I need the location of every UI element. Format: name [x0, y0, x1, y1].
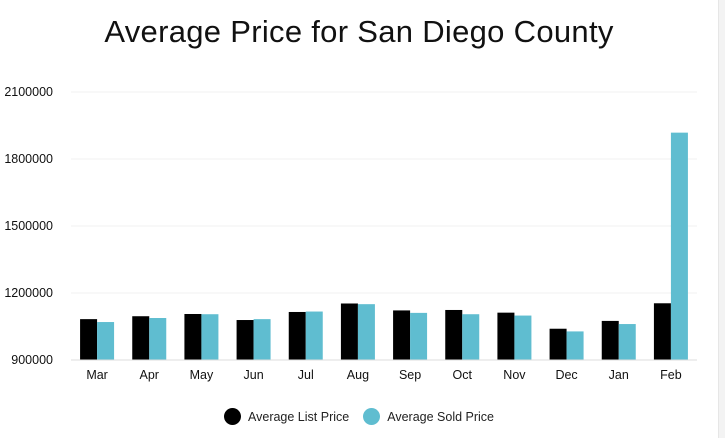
- legend-item-list-price[interactable]: Average List Price: [224, 408, 349, 425]
- legend-swatch-list-price: [224, 408, 241, 425]
- bar-sold-price[interactable]: [410, 312, 428, 360]
- x-tick-label: Jan: [609, 368, 629, 382]
- x-tick-label: Nov: [503, 368, 526, 382]
- x-tick-label: Sep: [399, 368, 421, 382]
- x-tick-label: Oct: [453, 368, 473, 382]
- bar-sold-price[interactable]: [201, 314, 219, 360]
- bar-list-price[interactable]: [393, 310, 411, 360]
- bar-list-price[interactable]: [80, 319, 98, 360]
- bar-sold-price[interactable]: [566, 331, 584, 360]
- right-frame-edge: [718, 0, 725, 438]
- y-tick-label: 1200000: [4, 286, 53, 300]
- bar-sold-price[interactable]: [305, 311, 323, 360]
- bar-list-price[interactable]: [549, 328, 567, 360]
- bar-list-price[interactable]: [236, 320, 254, 360]
- bar-sold-price[interactable]: [149, 318, 167, 360]
- legend-swatch-sold-price: [363, 408, 381, 425]
- bar-list-price[interactable]: [288, 311, 306, 360]
- bar-sold-price[interactable]: [670, 132, 688, 360]
- x-tick-label: Mar: [86, 368, 108, 382]
- legend-label-list-price: Average List Price: [248, 409, 350, 424]
- bar-list-price[interactable]: [445, 309, 463, 360]
- bar-list-price[interactable]: [184, 313, 202, 360]
- bar-sold-price[interactable]: [97, 322, 115, 360]
- bar-list-price[interactable]: [497, 312, 515, 360]
- bar-sold-price[interactable]: [253, 319, 271, 360]
- bar-sold-price[interactable]: [462, 314, 480, 360]
- x-tick-label: Aug: [347, 368, 369, 382]
- legend-label-sold-price: Average Sold Price: [387, 409, 494, 424]
- x-tick-label: May: [190, 368, 214, 382]
- bar-list-price[interactable]: [132, 316, 150, 360]
- y-tick-label: 900000: [11, 353, 53, 367]
- bar-chart: 900000 1200000 1500000 1800000 2100000 Mar Apr…: [4, 85, 697, 382]
- x-tick-label: Feb: [660, 368, 682, 382]
- legend-item-sold-price[interactable]: Average Sold Price: [363, 408, 494, 425]
- x-tick-label: Dec: [555, 368, 577, 382]
- chart-legend: Average List Price Average Sold Price: [0, 408, 718, 425]
- chart-title: Average Price for San Diego County: [104, 14, 614, 49]
- bar-sold-price[interactable]: [514, 315, 532, 360]
- y-tick-label: 1800000: [4, 152, 53, 166]
- bar-sold-price[interactable]: [357, 304, 375, 360]
- x-tick-label: Apr: [140, 368, 159, 382]
- y-tick-label: 2100000: [4, 85, 53, 99]
- x-tick-label: Jul: [298, 368, 314, 382]
- x-tick-label: Jun: [244, 368, 264, 382]
- y-tick-label: 1500000: [4, 219, 53, 233]
- bar-list-price[interactable]: [653, 303, 671, 360]
- bar-list-price[interactable]: [340, 303, 358, 360]
- bar-sold-price[interactable]: [618, 324, 636, 360]
- bar-list-price[interactable]: [601, 320, 619, 360]
